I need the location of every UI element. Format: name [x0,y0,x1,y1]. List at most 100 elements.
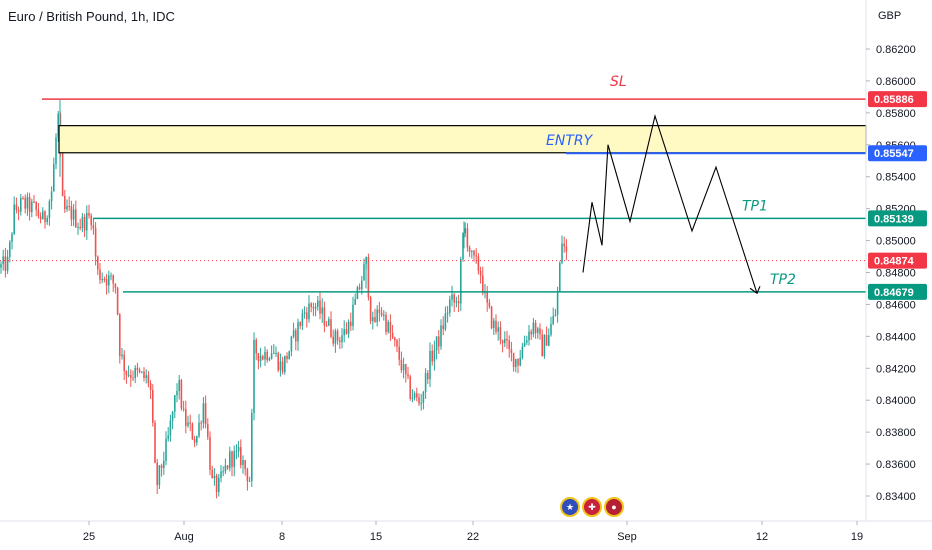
candle-body [198,422,200,437]
candle-body [178,380,180,392]
candle-body [460,259,462,304]
candle-body [182,408,185,410]
candle-body [163,460,165,469]
candle-body [369,297,372,321]
candle-body [187,422,189,426]
price-tick-label: 0.85400 [876,172,916,184]
candle-body [455,301,458,303]
candle-body [81,216,84,229]
candle-body [449,299,451,313]
tp1-label: TP1 [742,198,768,214]
candle-body [345,329,348,334]
time-tick-label: 22 [467,531,479,543]
candle-body [297,322,299,342]
candle-body [356,287,359,300]
candle-body [442,325,444,330]
candle-body [246,469,249,482]
economic-events[interactable]: ★ ✚ ● [560,497,624,517]
candle-body [101,278,103,280]
candle-body [152,390,154,423]
entry-zone[interactable] [58,125,867,154]
candle-body [174,395,176,412]
candle-body [235,451,238,453]
candle-body [431,350,433,362]
candle-body [15,204,18,211]
price-tick-label: 0.86200 [876,44,916,56]
projection-line[interactable] [582,114,758,294]
candle-body [116,287,119,315]
candle-body [295,330,297,342]
us-flag-icon[interactable]: ● [604,497,624,517]
candle-body [255,339,257,354]
candle-body [136,367,139,371]
time-tick-label: 25 [83,531,95,543]
candle-body [108,275,110,286]
candle-body [468,247,471,252]
candle-body [334,330,337,344]
sl-label: SL [610,74,627,90]
candle-body [231,451,233,467]
entry-label: ENTRY [546,133,594,149]
candle-body [391,332,394,338]
candle-body [354,299,356,305]
candle-body [68,205,70,207]
candle-body [477,256,480,271]
candle-body [407,374,409,377]
candle-body [413,393,416,398]
candle-body [424,372,427,393]
candle-body [259,356,262,362]
candle-body [154,422,156,463]
candle-body [237,447,240,452]
tp2-price-badge [868,283,927,300]
candle-body [361,280,363,290]
candle-body [222,471,224,473]
time-tick-label: 12 [756,531,768,543]
candle-body [143,371,145,378]
candle-body [314,306,317,309]
candle-body [347,321,350,334]
candle-body [127,374,130,376]
candle-body [550,324,552,335]
candle-body [253,339,255,413]
eu-flag-icon[interactable]: ★ [560,497,580,517]
candle-body [53,164,55,192]
uk-flag-icon[interactable]: ✚ [582,497,602,517]
candle-body [64,196,66,210]
candle-body [526,340,528,343]
candle-body [336,330,339,341]
candle-body [510,349,513,353]
candle-body [279,361,282,371]
candle-body [464,228,466,234]
price-tick-label: 0.84400 [876,331,916,343]
candle-body [451,294,453,300]
candle-body [257,353,260,362]
candle-body [229,451,231,469]
price-axis[interactable]: GBP0.862000.860000.858000.856000.854000.… [865,0,916,521]
candle-body [242,460,244,466]
candle-body [422,392,425,403]
chart-title: Euro / British Pound, 1h, IDC [8,9,175,24]
candle-body [31,201,33,213]
candle-body [28,196,31,213]
candle-body [268,358,271,361]
candle-body [486,291,488,303]
candle-body [57,113,59,138]
candle-body [332,336,334,344]
candle-body [446,312,449,314]
candle-body [286,355,288,360]
candle-body [90,215,92,226]
candle-body [218,477,220,492]
candle-body [457,301,460,304]
candle-body [444,313,447,330]
candle-body [125,371,128,376]
time-axis[interactable]: 25 Aug 8 15 22 Sep 12 19 [0,520,932,543]
price-tick-label: 0.84800 [876,268,916,280]
candle-body [191,423,194,440]
candlestick-series [0,100,568,499]
time-tick-label: Aug [174,531,194,543]
candle-body [319,300,321,314]
candle-body [149,383,152,391]
candle-body [6,256,9,271]
candle-body [352,304,354,326]
